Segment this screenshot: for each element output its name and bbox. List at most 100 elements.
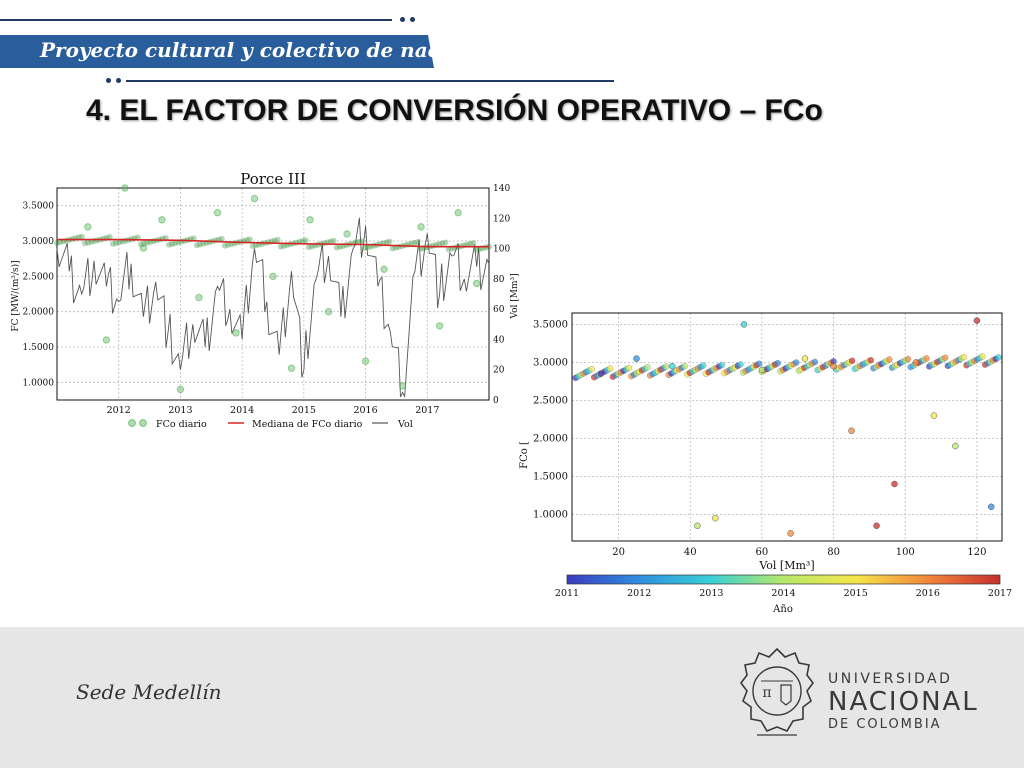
fco-point xyxy=(274,236,281,243)
fco-point xyxy=(467,240,474,247)
scatter-point xyxy=(755,360,763,367)
scatter-point xyxy=(681,362,688,370)
fco-point xyxy=(196,241,203,248)
scatter-point xyxy=(886,356,893,363)
header-dot xyxy=(400,17,405,22)
fco-point xyxy=(472,279,481,288)
scatter-point xyxy=(942,354,949,361)
fco-point xyxy=(308,243,315,250)
colorbar-tick-label: 2011 xyxy=(555,588,579,599)
fco-point xyxy=(141,240,148,247)
fco-point xyxy=(436,241,443,248)
scatter-point xyxy=(912,359,920,366)
fco-point xyxy=(137,241,144,248)
y2-tick-label: 100 xyxy=(493,245,510,255)
fco-point xyxy=(249,243,256,250)
scatter-point xyxy=(867,356,874,364)
logo-line3: DE COLOMBIA xyxy=(828,717,942,732)
fco-point xyxy=(358,238,365,245)
y-axis-label: FC [MW/(m³/s)] xyxy=(10,260,21,331)
x-axis-label: Vol [Mm³] xyxy=(758,559,814,572)
scatter-point xyxy=(700,362,707,369)
scatter-point xyxy=(662,363,670,370)
time-series-chart: Porce III 3.5000 3.0000 2.5000 2.0000 1.5000… xyxy=(10,170,520,430)
fco-point xyxy=(343,230,351,238)
fco-point xyxy=(445,246,452,253)
fco-point xyxy=(414,239,421,246)
fco-point xyxy=(324,307,333,316)
fco-point xyxy=(336,243,343,250)
scatter-point xyxy=(712,514,719,522)
scatter-point xyxy=(606,365,614,372)
fco-point xyxy=(121,184,129,192)
fco-point xyxy=(355,238,362,245)
y2-tick-label: 140 xyxy=(493,184,510,194)
chart-title: Porce III xyxy=(240,170,306,188)
fco-point xyxy=(172,240,179,247)
fco-point xyxy=(195,293,203,302)
colorbar-ticks: 2011 2012 2013 2014 2015 2016 2017 xyxy=(555,588,1012,599)
header-bottom-rule xyxy=(126,80,614,82)
footer-bar xyxy=(0,627,1024,768)
plot-area xyxy=(571,312,1003,542)
x-tick-label: 2013 xyxy=(168,405,192,416)
x-tick-label: 2016 xyxy=(353,405,377,416)
fco-point xyxy=(85,239,92,246)
fco-point xyxy=(218,235,225,242)
colorbar-label: Año xyxy=(772,604,793,615)
fco-point xyxy=(243,237,250,244)
fco-point xyxy=(113,240,120,247)
fco-point xyxy=(109,240,116,247)
fco-point xyxy=(102,336,111,344)
y-tick-label: 1.5000 xyxy=(533,471,568,482)
y-tick-label: 3.5000 xyxy=(533,319,568,330)
scatter-point xyxy=(988,503,995,511)
chart-grid xyxy=(57,188,489,400)
scatter-points xyxy=(572,317,1002,537)
y-tick-label: 3.0000 xyxy=(533,357,568,368)
chart-grid xyxy=(572,313,1002,541)
x-tick-label: 20 xyxy=(612,547,625,558)
scatter-point xyxy=(960,353,968,361)
fco-point xyxy=(246,236,253,243)
fco-point xyxy=(302,237,309,244)
fco-point xyxy=(165,241,172,248)
scatter-point xyxy=(811,358,819,366)
fco-point xyxy=(250,194,259,203)
fco-point xyxy=(435,322,444,330)
fco-point xyxy=(193,242,200,249)
scatter-point xyxy=(758,366,766,374)
fco-point xyxy=(54,239,60,246)
colorbar-tick-label: 2014 xyxy=(771,588,795,599)
fco-point xyxy=(232,329,240,337)
fco-point xyxy=(327,238,334,245)
y-tick-label: 3.5000 xyxy=(23,202,55,212)
fco-point xyxy=(361,357,370,365)
y2-tick-label: 20 xyxy=(493,366,505,376)
y-axis-label: FCo [ xyxy=(519,441,530,469)
header-dot xyxy=(116,78,121,83)
colorbar-tick-label: 2015 xyxy=(844,588,868,599)
y-axis-ticks: 3.5000 3.0000 2.5000 2.0000 1.5000 1.0000 xyxy=(533,319,568,520)
scatter-point xyxy=(625,364,632,372)
y2-tick-label: 60 xyxy=(493,305,505,315)
x-tick-label: 2017 xyxy=(415,405,439,416)
legend-label-median: Mediana de FCo diario xyxy=(252,419,363,430)
scatter-point xyxy=(930,412,938,419)
scatter-chart: 3.5000 3.0000 2.5000 2.0000 1.5000 1.0000 20 4… xyxy=(519,312,1012,615)
colorbar-tick-label: 2016 xyxy=(916,588,940,599)
scatter-point xyxy=(588,365,595,373)
y-tick-label: 1.0000 xyxy=(23,378,55,388)
fco-point xyxy=(106,234,113,241)
x-tick-label: 2014 xyxy=(230,405,254,416)
y-tick-label: 2.5000 xyxy=(23,272,55,282)
x-tick-label: 2012 xyxy=(107,405,131,416)
y-tick-label: 2.0000 xyxy=(23,308,55,318)
x-axis-ticks: 2012 2013 2014 2015 2016 2017 xyxy=(107,405,440,416)
scatter-point xyxy=(891,480,898,488)
vol-line xyxy=(56,217,490,399)
fco-point xyxy=(78,233,85,240)
colorbar xyxy=(566,574,1001,585)
scatter-point xyxy=(848,427,855,435)
fco-point xyxy=(221,242,228,249)
